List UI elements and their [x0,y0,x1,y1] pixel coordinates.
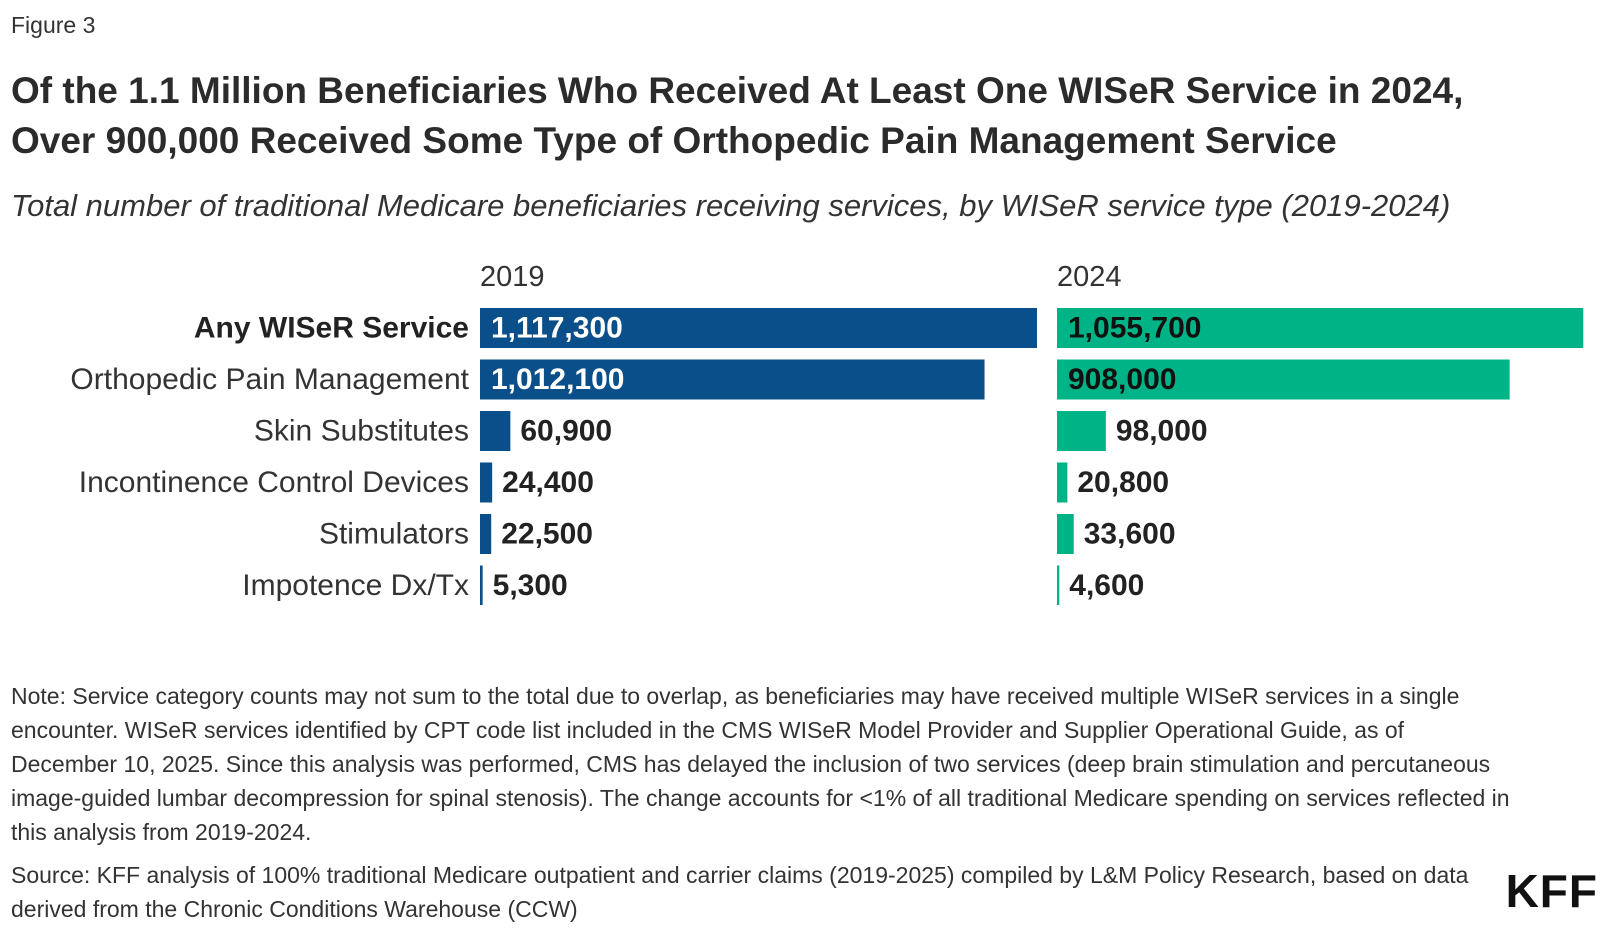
bar-2019 [480,462,493,503]
data-label-2024: 98,000 [1116,415,1208,448]
bar-2019 [480,308,1037,348]
data-label-2024: 908,000 [1068,363,1176,396]
data-label-2019: 1,012,100 [491,363,624,396]
panel-header-2024: 2024 [1057,261,1122,293]
data-label-2024: 4,600 [1069,569,1144,602]
chart-title-line-2: Over 900,000 Received Some Type of Ortho… [11,120,1337,161]
bar-2024 [1057,514,1074,554]
bar-2024 [1057,565,1060,605]
category-label: Skin Substitutes [254,415,469,448]
kff-logo: KFF [1505,865,1598,917]
category-label: Stimulators [319,518,469,551]
bar-2024 [1057,462,1068,503]
chart-note: Note: Service category counts may not su… [11,683,1510,845]
data-label-2019: 24,400 [502,466,594,499]
bar-2019 [480,514,492,554]
data-label-2019: 60,900 [520,415,612,448]
bar-2019 [480,565,483,605]
category-label: Any WISeR Service [194,312,469,345]
chart-title: Of the 1.1 Million Beneficiaries Who Rec… [11,66,1601,166]
bar-2024 [1057,308,1584,348]
data-label-2024: 1,055,700 [1068,312,1201,345]
data-label-2024: 20,800 [1077,466,1169,499]
bar-2019 [480,411,511,451]
chart-source: Source: KFF analysis of 100% traditional… [11,862,1469,922]
data-label-2019: 22,500 [501,518,593,551]
bar-2024 [1057,359,1510,400]
category-label: Impotence Dx/Tx [242,569,469,602]
bar-chart: Any WISeR Service Orthopedic Pain Managem… [70,261,1584,605]
bar-2024 [1057,411,1106,451]
category-label: Orthopedic Pain Management [70,363,469,396]
figure-label: Figure 3 [11,12,96,38]
data-label-2019: 5,300 [493,569,568,602]
bar-2019 [480,359,985,400]
data-label-2024: 33,600 [1084,518,1176,551]
chart-title-line-1: Of the 1.1 Million Beneficiaries Who Rec… [11,70,1464,111]
panel-header-2019: 2019 [480,261,545,293]
category-label: Incontinence Control Devices [79,466,469,499]
chart-subtitle: Total number of traditional Medicare ben… [11,188,1451,223]
data-label-2019: 1,117,300 [491,312,623,345]
